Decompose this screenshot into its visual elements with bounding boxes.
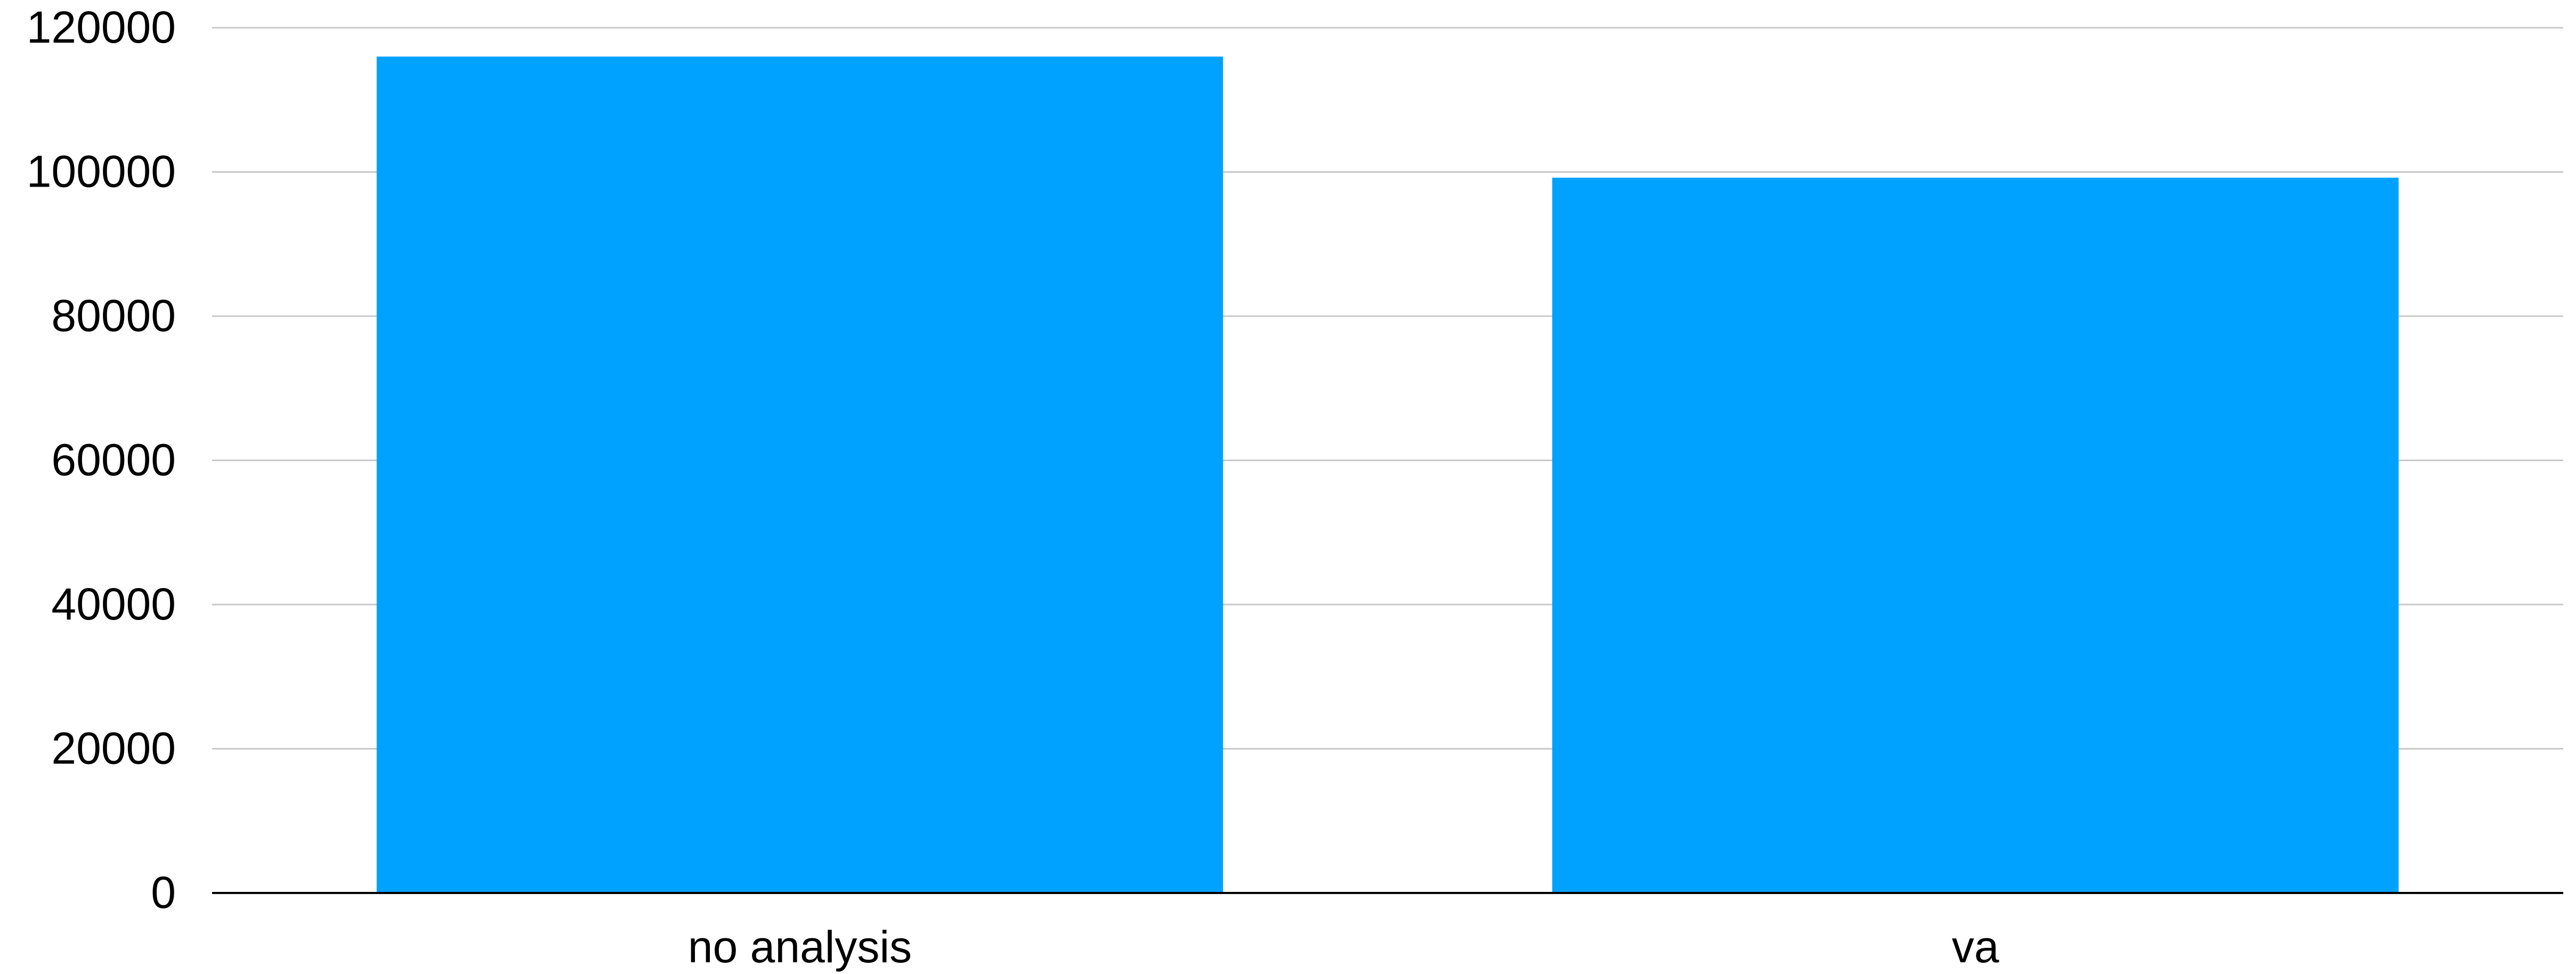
y-tick-label: 0 — [151, 867, 176, 917]
x-category-label: no analysis — [688, 922, 912, 972]
x-category-label: va — [1952, 922, 1999, 972]
bar-va — [1552, 178, 2399, 893]
x-category-labels: no analysis va — [688, 922, 1999, 972]
bars — [376, 57, 2399, 893]
y-tick-labels: 0 20000 40000 60000 80000 100000 120000 — [27, 2, 176, 917]
y-tick-label: 120000 — [27, 2, 176, 52]
y-tick-label: 20000 — [51, 723, 176, 774]
y-tick-label: 40000 — [51, 579, 176, 629]
y-tick-label: 100000 — [27, 147, 176, 197]
y-tick-label: 80000 — [51, 291, 176, 341]
bar-no-analysis — [376, 57, 1224, 893]
y-tick-label: 60000 — [51, 435, 176, 485]
